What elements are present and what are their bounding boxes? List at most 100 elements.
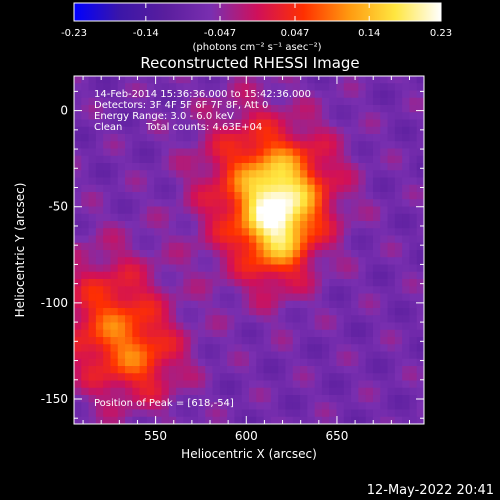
heatmap-cell: [197, 279, 206, 287]
heatmap-cell: [358, 250, 367, 258]
heatmap-cell: [416, 184, 424, 193]
heatmap-cell: [183, 213, 192, 222]
heatmap-cell: [176, 192, 184, 200]
heatmap-cell: [197, 155, 206, 164]
heatmap-cell: [416, 148, 424, 157]
heatmap-cell: [161, 170, 170, 179]
heatmap-cell: [329, 271, 338, 280]
heatmap-cell: [292, 83, 301, 92]
heatmap-cell: [256, 387, 265, 396]
heatmap-cell: [314, 329, 323, 338]
heatmap-cell: [212, 221, 221, 229]
heatmap-cell: [351, 155, 359, 164]
heatmap-cell: [234, 148, 243, 157]
heatmap-cell: [88, 184, 97, 193]
heatmap-cell: [409, 148, 418, 157]
heatmap-cell: [300, 184, 308, 193]
heatmap-cell: [314, 228, 323, 237]
heatmap-cell: [402, 163, 411, 171]
heatmap-cell: [132, 387, 141, 396]
heatmap-cell: [241, 293, 250, 302]
heatmap-cell: [300, 293, 308, 302]
heatmap-cell: [132, 380, 141, 389]
heatmap-cell: [139, 358, 148, 367]
heatmap-cell: [249, 300, 257, 309]
heatmap-cell: [321, 322, 330, 331]
heatmap-cell: [117, 380, 126, 389]
heatmap-cell: [81, 358, 90, 367]
heatmap-cell: [336, 395, 345, 403]
heatmap-cell: [227, 300, 236, 309]
heatmap-cell: [219, 329, 228, 338]
heatmap-cell: [234, 380, 243, 389]
heatmap-cell: [314, 402, 323, 411]
heatmap-cell: [329, 395, 338, 403]
heatmap-cell: [292, 192, 301, 200]
heatmap-cell: [219, 351, 228, 360]
heatmap-cell: [351, 192, 359, 200]
heatmap-cell: [292, 126, 301, 135]
heatmap-cell: [256, 76, 265, 84]
heatmap-cell: [270, 337, 279, 345]
heatmap-cell: [329, 141, 338, 150]
heatmap-cell: [227, 279, 236, 287]
heatmap-cell: [249, 83, 257, 92]
heatmap-cell: [234, 213, 243, 222]
heatmap-cell: [176, 337, 184, 345]
heatmap-cell: [409, 213, 418, 222]
heatmap-cell: [358, 213, 367, 222]
heatmap-cell: [278, 402, 287, 411]
heatmap-cell: [336, 257, 345, 266]
heatmap-cell: [95, 184, 104, 193]
heatmap-cell: [372, 286, 381, 295]
heatmap-cell: [307, 322, 316, 331]
heatmap-cell: [292, 271, 301, 280]
heatmap-cell: [256, 308, 265, 316]
heatmap-cell: [154, 257, 163, 266]
heatmap-cell: [197, 387, 206, 396]
heatmap-cell: [278, 228, 287, 237]
heatmap-cell: [416, 416, 424, 424]
heatmap-cell: [307, 329, 316, 338]
heatmap-cell: [88, 192, 97, 200]
heatmap-cell: [74, 250, 82, 258]
heatmap-cell: [139, 76, 148, 84]
heatmap-cell: [387, 228, 396, 237]
heatmap-cell: [168, 358, 177, 367]
heatmap-cell: [380, 322, 389, 331]
heatmap-cell: [168, 97, 177, 106]
heatmap-cell: [314, 293, 323, 302]
heatmap-cell: [321, 199, 330, 208]
heatmap-cell: [183, 141, 192, 150]
heatmap-cell: [278, 90, 287, 99]
heatmap-cell: [88, 286, 97, 295]
heatmap-cell: [329, 105, 338, 113]
heatmap-cell: [358, 416, 367, 424]
heatmap-cell: [329, 409, 338, 418]
heatmap-cell: [234, 177, 243, 186]
heatmap-cell: [300, 192, 308, 200]
heatmap-cell: [263, 329, 272, 338]
heatmap-cell: [234, 366, 243, 374]
heatmap-cell: [139, 329, 148, 338]
heatmap-cell: [197, 416, 206, 424]
heatmap-cell: [329, 366, 338, 374]
heatmap-cell: [234, 105, 243, 113]
heatmap-cell: [285, 416, 294, 424]
heatmap-cell: [365, 366, 374, 374]
heatmap-cell: [176, 134, 184, 142]
heatmap-cell: [103, 163, 112, 171]
heatmap-cell: [372, 155, 381, 164]
heatmap-cell: [351, 235, 359, 244]
heatmap-cell: [212, 206, 221, 215]
heatmap-cell: [300, 119, 308, 128]
heatmap-cell: [416, 228, 424, 237]
heatmap-cell: [74, 90, 82, 99]
heatmap-cell: [161, 221, 170, 229]
heatmap-cell: [241, 134, 250, 142]
heatmap-cell: [387, 206, 396, 215]
heatmap-cell: [336, 105, 345, 113]
heatmap-cell: [358, 97, 367, 106]
heatmap-cell: [168, 344, 177, 353]
heatmap-cell: [300, 416, 308, 424]
